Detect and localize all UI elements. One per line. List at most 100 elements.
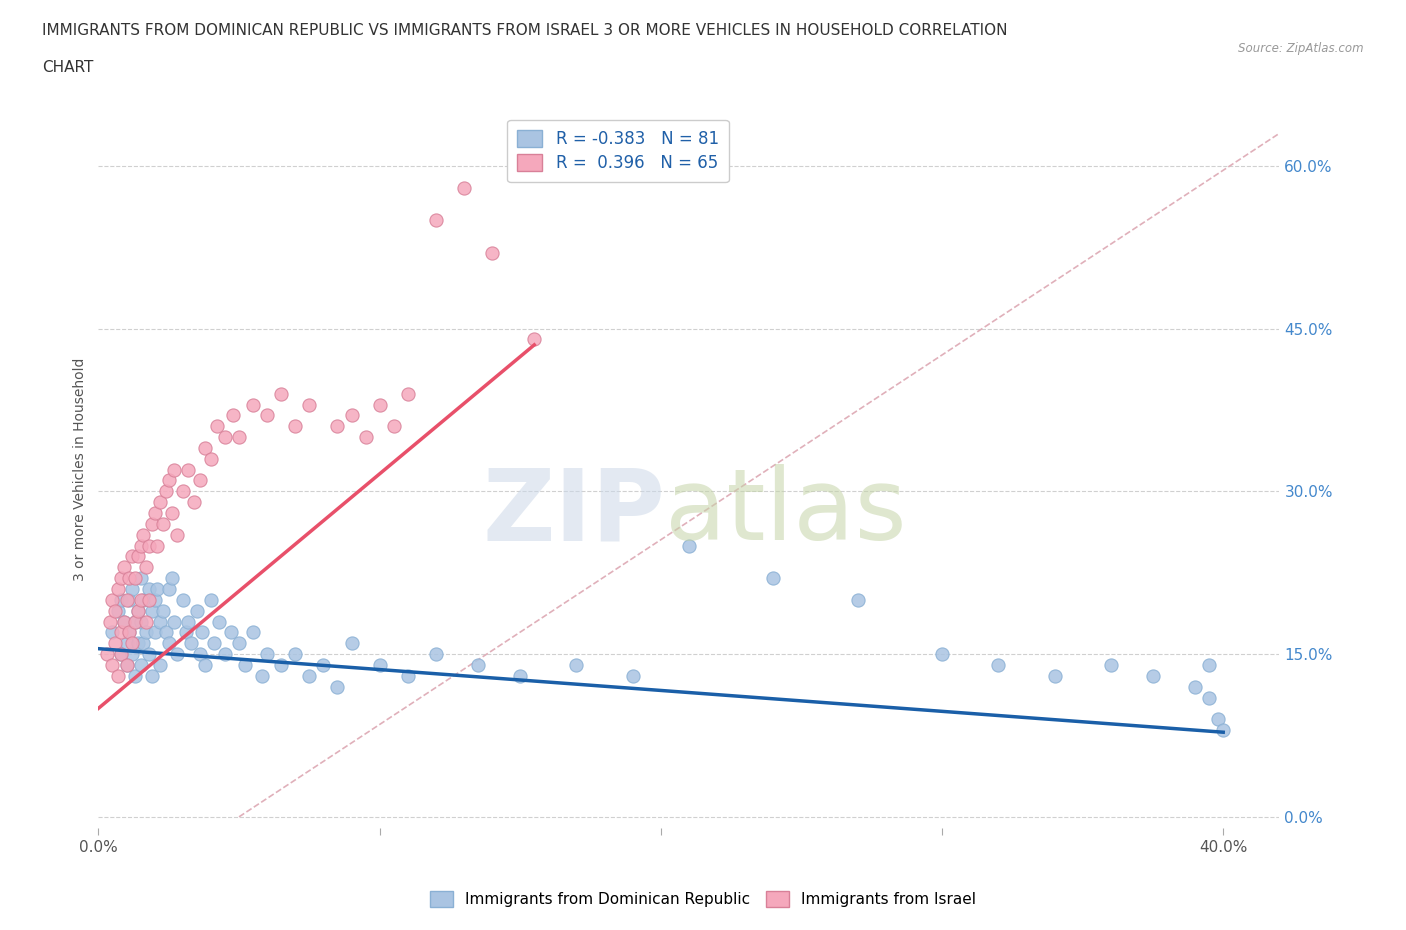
Point	[110, 646, 132, 661]
Point	[172, 592, 194, 607]
Point	[112, 614, 135, 629]
Point	[127, 604, 149, 618]
Point	[931, 646, 953, 661]
Point	[149, 658, 172, 672]
Point	[118, 571, 141, 586]
Point	[214, 646, 236, 661]
Point	[396, 669, 419, 684]
Point	[326, 418, 349, 433]
Point	[155, 625, 177, 640]
Point	[143, 506, 166, 521]
Point	[115, 658, 138, 672]
Point	[121, 646, 143, 661]
Text: Source: ZipAtlas.com: Source: ZipAtlas.com	[1239, 42, 1364, 55]
Point	[104, 604, 127, 618]
Point	[129, 614, 152, 629]
Point	[141, 516, 163, 531]
Y-axis label: 3 or more Vehicles in Household: 3 or more Vehicles in Household	[73, 358, 87, 581]
Point	[1043, 669, 1066, 684]
Point	[104, 636, 127, 651]
Point	[143, 625, 166, 640]
Point	[1206, 711, 1229, 726]
Point	[312, 658, 335, 672]
Point	[762, 571, 785, 586]
Point	[208, 614, 231, 629]
Point	[467, 658, 489, 672]
Point	[163, 614, 186, 629]
Point	[121, 549, 143, 564]
Point	[110, 592, 132, 607]
Point	[270, 658, 292, 672]
Point	[160, 506, 183, 521]
Point	[509, 669, 531, 684]
Text: CHART: CHART	[42, 60, 94, 75]
Point	[228, 430, 250, 445]
Point	[121, 581, 143, 596]
Point	[115, 636, 138, 651]
Point	[200, 592, 222, 607]
Point	[200, 451, 222, 466]
Point	[115, 592, 138, 607]
Point	[124, 614, 146, 629]
Point	[284, 646, 307, 661]
Point	[143, 592, 166, 607]
Point	[98, 614, 121, 629]
Legend: R = -0.383   N = 81, R =  0.396   N = 65: R = -0.383 N = 81, R = 0.396 N = 65	[508, 120, 728, 182]
Text: ZIP: ZIP	[482, 464, 665, 561]
Point	[138, 592, 160, 607]
Point	[124, 571, 146, 586]
Point	[256, 408, 278, 423]
Point	[1198, 690, 1220, 705]
Point	[124, 669, 146, 684]
Point	[846, 592, 869, 607]
Point	[129, 538, 152, 553]
Point	[188, 473, 211, 488]
Point	[183, 495, 205, 510]
Point	[127, 636, 149, 651]
Point	[191, 625, 214, 640]
Point	[152, 516, 174, 531]
Point	[146, 581, 169, 596]
Point	[107, 669, 129, 684]
Point	[453, 180, 475, 195]
Point	[132, 592, 155, 607]
Point	[250, 669, 273, 684]
Point	[565, 658, 588, 672]
Point	[256, 646, 278, 661]
Point	[112, 560, 135, 575]
Point	[107, 604, 129, 618]
Point	[132, 527, 155, 542]
Point	[141, 669, 163, 684]
Point	[166, 527, 188, 542]
Point	[222, 408, 245, 423]
Point	[107, 581, 129, 596]
Point	[202, 636, 225, 651]
Point	[172, 484, 194, 498]
Point	[141, 604, 163, 618]
Point	[340, 408, 363, 423]
Point	[1099, 658, 1122, 672]
Point	[678, 538, 700, 553]
Point	[177, 462, 200, 477]
Point	[177, 614, 200, 629]
Point	[382, 418, 405, 433]
Point	[188, 646, 211, 661]
Point	[101, 625, 124, 640]
Point	[1212, 723, 1234, 737]
Point	[121, 636, 143, 651]
Point	[186, 604, 208, 618]
Point	[135, 560, 157, 575]
Point	[110, 571, 132, 586]
Point	[205, 418, 228, 433]
Point	[354, 430, 377, 445]
Point	[340, 636, 363, 651]
Point	[129, 571, 152, 586]
Point	[228, 636, 250, 651]
Point	[987, 658, 1010, 672]
Point	[146, 538, 169, 553]
Point	[242, 397, 264, 412]
Point	[368, 658, 391, 672]
Point	[270, 386, 292, 401]
Point	[1184, 679, 1206, 694]
Point	[166, 646, 188, 661]
